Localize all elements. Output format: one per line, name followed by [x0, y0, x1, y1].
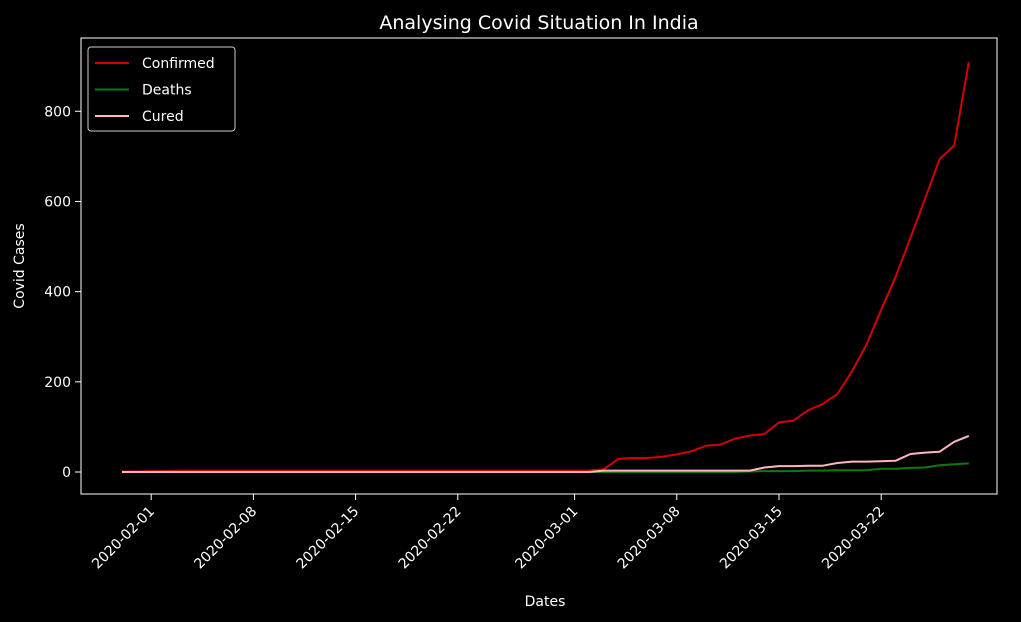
y-tick-label: 800: [44, 104, 71, 120]
series-line-cured: [122, 434, 970, 473]
legend-box: [87, 46, 236, 132]
y-tick-label: 400: [44, 285, 71, 301]
legend-label-deaths: Deaths: [142, 83, 192, 99]
y-axis-label: Covid Cases: [12, 223, 28, 308]
legend-label-cured: Cured: [142, 109, 184, 125]
chart-title: Analysing Covid Situation In India: [379, 12, 698, 34]
x-axis-label: Dates: [525, 594, 566, 610]
axes-frame: [80, 37, 998, 495]
series-line-confirmed: [122, 61, 970, 473]
y-tick-label: 200: [44, 375, 71, 391]
y-axis: 0 200 400 600 800: [44, 104, 81, 481]
plot-area: [122, 61, 970, 473]
y-tick-label: 0: [62, 465, 71, 481]
legend-label-confirmed: Confirmed: [142, 56, 215, 72]
y-tick-label: 600: [44, 194, 71, 210]
legend: Confirmed Deaths Cured: [87, 46, 236, 132]
